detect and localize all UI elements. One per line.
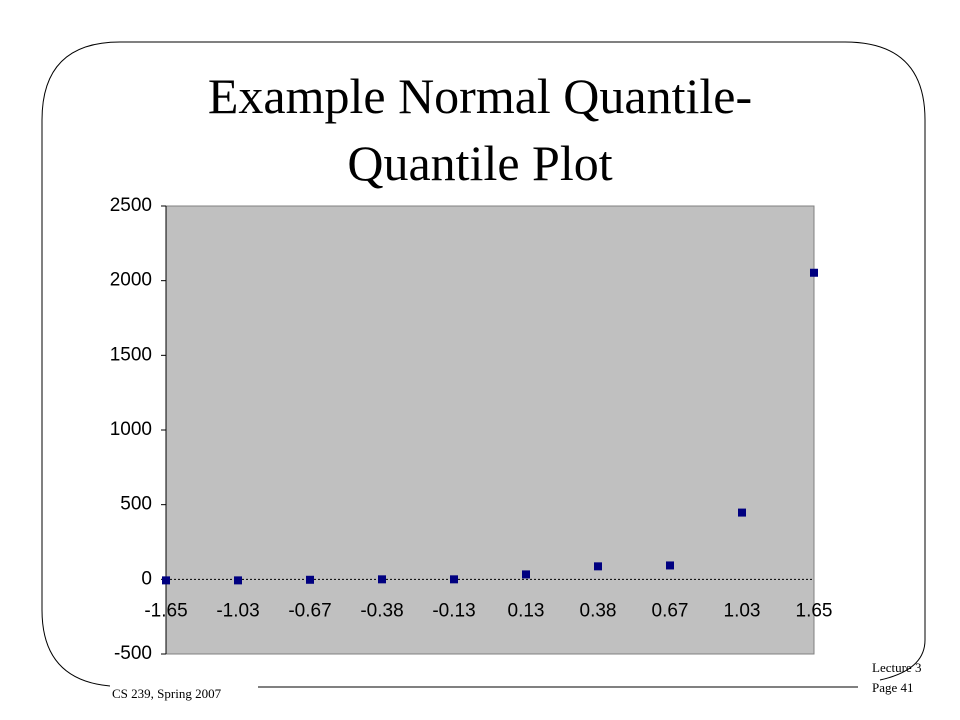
x-tick-label: 1.65 [796, 600, 833, 621]
y-tick-label: 500 [120, 494, 152, 515]
x-tick-label: 1.03 [724, 600, 761, 621]
slide-title: Quantile Plot [347, 135, 612, 191]
slide-frame [41, 41, 926, 681]
footer-right: Page 41 [872, 680, 914, 695]
y-tick-label: 0 [141, 568, 152, 589]
x-tick-label: 0.67 [652, 600, 689, 621]
marker [666, 561, 674, 570]
x-tick-label: -0.67 [288, 600, 331, 621]
marker [378, 575, 386, 584]
marker [738, 508, 746, 517]
slide-frame [41, 120, 111, 687]
y-tick-label: 1000 [110, 419, 152, 440]
slide-title: Example Normal Quantile- [208, 68, 752, 124]
y-tick-label: 2000 [110, 270, 152, 291]
marker [234, 576, 242, 585]
x-tick-label: -1.03 [216, 600, 259, 621]
footer-right: Lecture 3 [872, 660, 921, 675]
y-tick-label: 1500 [110, 344, 152, 365]
marker [306, 575, 314, 584]
y-tick-label: -500 [114, 643, 152, 664]
footer-left: CS 239, Spring 2007 [112, 686, 222, 701]
marker [450, 575, 458, 584]
x-tick-label: -1.65 [144, 600, 187, 621]
x-tick-label: 0.13 [508, 600, 545, 621]
x-tick-label: -0.38 [360, 600, 403, 621]
marker [810, 268, 818, 277]
marker [594, 562, 602, 571]
x-tick-label: -0.13 [432, 600, 475, 621]
marker [162, 576, 170, 585]
x-tick-label: 0.38 [580, 600, 617, 621]
marker [522, 570, 530, 579]
y-tick-label: 2500 [110, 195, 152, 216]
plot-area [165, 205, 815, 655]
